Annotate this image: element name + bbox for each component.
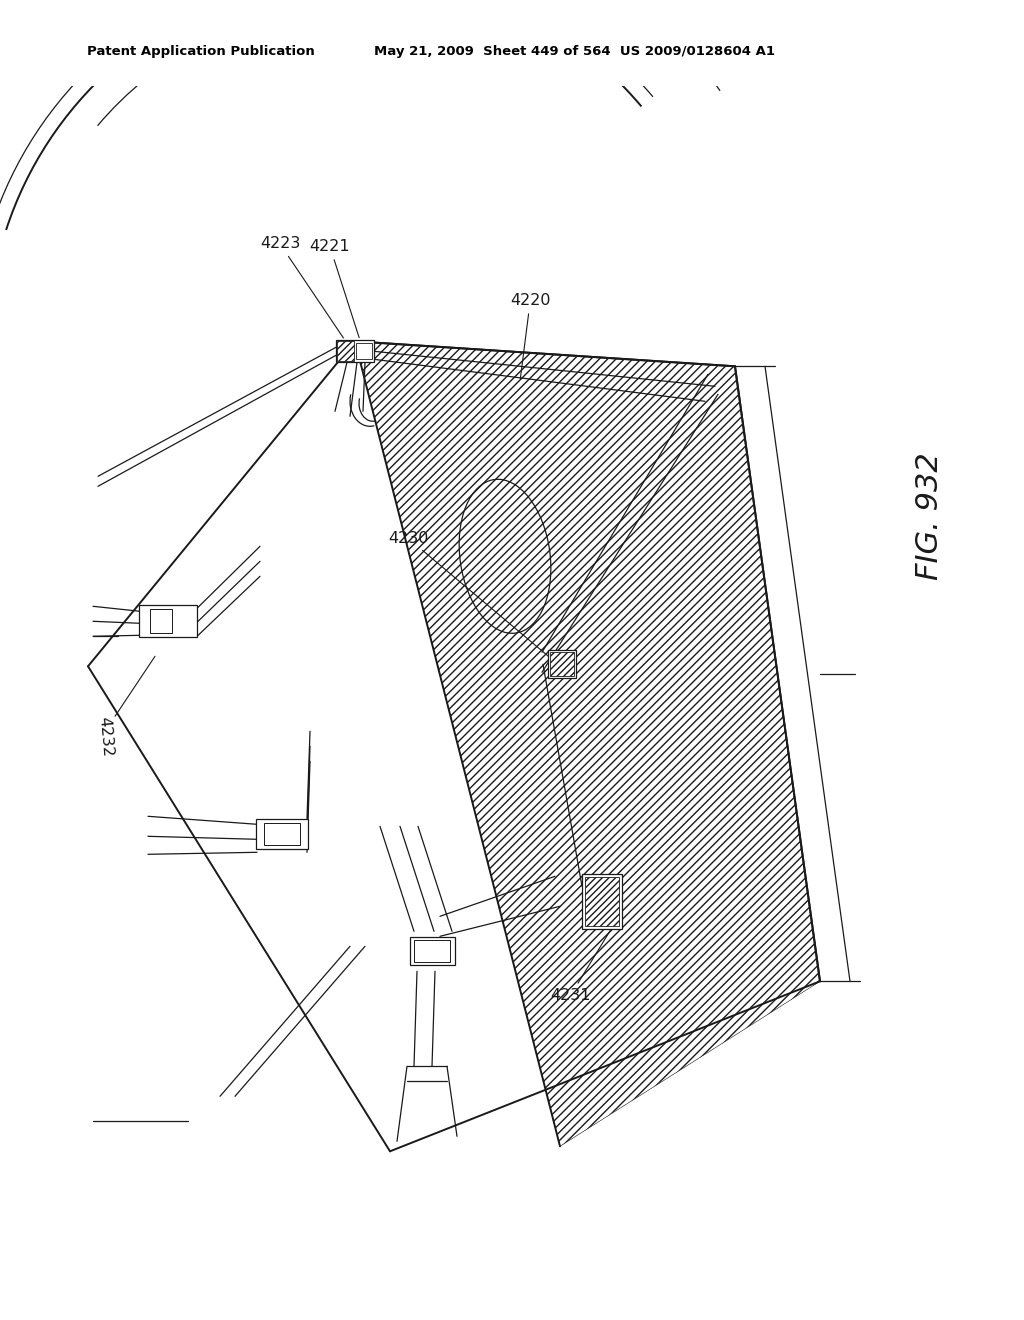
Text: 4221: 4221 [309, 239, 359, 338]
Text: 4220: 4220 [510, 293, 551, 379]
Bar [582, 874, 622, 929]
Bar [139, 606, 197, 638]
Text: 4230: 4230 [388, 531, 550, 657]
Bar [548, 651, 575, 678]
Bar [410, 937, 455, 965]
Bar [256, 820, 308, 849]
Text: 4231: 4231 [550, 913, 621, 1003]
Text: May 21, 2009  Sheet 449 of 564  US 2009/0128604 A1: May 21, 2009 Sheet 449 of 564 US 2009/01… [374, 45, 775, 58]
Bar [150, 610, 172, 634]
Bar [337, 342, 354, 362]
Text: Patent Application Publication: Patent Application Publication [87, 45, 314, 58]
Bar [356, 343, 372, 359]
Bar [585, 878, 618, 927]
Text: FIG. 932: FIG. 932 [915, 453, 944, 581]
Bar [336, 341, 374, 362]
Text: 4232: 4232 [96, 715, 115, 758]
Bar [550, 652, 574, 676]
Bar [414, 940, 450, 962]
Text: 4223: 4223 [260, 236, 343, 338]
Bar [264, 824, 300, 845]
